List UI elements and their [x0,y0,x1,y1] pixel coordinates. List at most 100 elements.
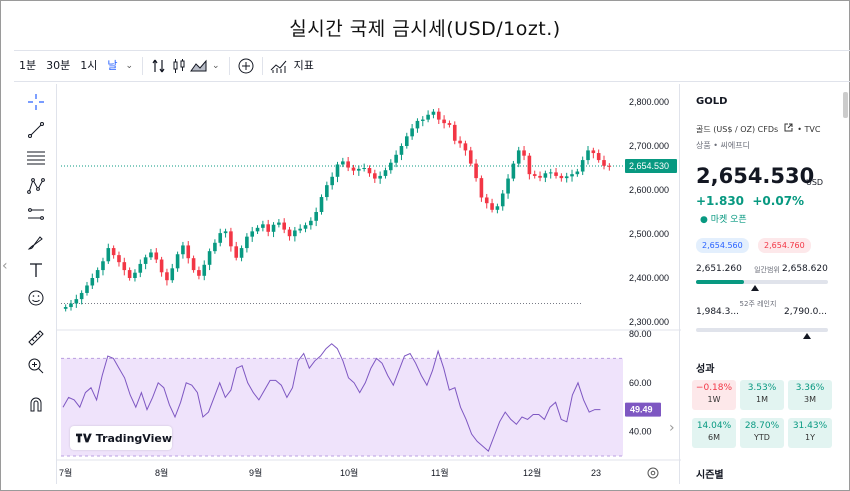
candle [378,175,382,179]
candle [69,303,73,308]
symbol-description-text: 골드 (US$ / OZ) CFDs [696,125,779,134]
price-currency: USD [806,178,824,187]
text-icon[interactable] [22,258,50,282]
candle [543,173,548,178]
candle [239,248,244,258]
rsi-axis-label: 80.00 [629,329,652,339]
emoji-icon[interactable] [22,286,50,310]
price-chart[interactable]: 2,800.000 2,700.000 2,600.000 2,500.000 2,40… [57,84,681,484]
perf-ytd[interactable]: 28.70% YTD [740,418,784,448]
candle [266,224,271,232]
indicators-icon[interactable] [269,54,289,78]
tradingview-watermark: TradingView [95,431,172,445]
symbol-exchange[interactable]: TVC [804,125,821,134]
settings-icon[interactable] [647,467,659,479]
perf-value: 31.43% [792,421,828,431]
pattern-icon[interactable] [22,174,50,198]
candle [362,168,366,169]
candle [463,143,468,151]
candle [431,111,436,115]
compare-icon[interactable] [149,54,169,78]
candle [122,262,127,271]
candle [106,248,111,262]
candle [484,197,489,204]
seasonals-title: 시즌별 [696,470,724,481]
add-icon[interactable] [236,54,256,78]
interval-dropdown-icon[interactable]: ⌄ [125,61,134,71]
chart-type-dropdown-icon[interactable]: ⌄ [212,61,220,71]
time-axis-label: 11월 [431,467,449,478]
perf-1w[interactable]: −0.18% 1W [692,380,736,410]
perf-3m[interactable]: 3.36% 3M [788,380,832,410]
toolbar-divider [228,57,230,75]
candle [522,150,526,156]
left-chevron-icon[interactable]: ‹ [2,258,8,274]
interval-30m[interactable]: 30분 [46,59,71,72]
right-chevron-icon[interactable]: › [669,420,675,436]
candle [143,257,148,264]
perf-label: 3M [804,395,816,404]
rsi-axis-label: 40.00 [629,427,652,437]
perf-value: 28.70% [744,421,780,431]
drawing-toolbar [22,86,50,426]
candle [250,231,255,237]
ruler-icon[interactable] [22,326,50,350]
time-axis-label: 9월 [249,467,262,478]
crosshair-icon[interactable] [22,90,50,114]
candle [548,172,553,174]
candle [218,233,223,243]
candle [202,264,207,276]
market-status: ● 마켓 오픈 [700,215,747,225]
perf-1m[interactable]: 3.53% 1M [740,380,784,410]
day-range-marker-icon [751,285,759,291]
candle [207,251,212,265]
symbol-category: 상품 • 씨에프디 [696,141,750,150]
tradingview-logo-icon [76,433,92,443]
settings-icon-center [650,470,656,476]
perf-label: 1W [707,395,721,404]
candle [245,236,249,249]
candle [186,245,191,259]
perf-1y[interactable]: 31.43% 1Y [788,418,832,448]
interval-1m[interactable]: 1분 [19,59,37,72]
perf-value: −0.18% [695,383,733,393]
trend-line-icon[interactable] [22,118,50,142]
candle [165,272,169,281]
interval-1d[interactable]: 날 [107,59,118,72]
perf-label: 1M [756,395,768,404]
panel-scrollbar[interactable] [843,92,848,118]
interval-1h[interactable]: 1시 [80,59,98,72]
candle [490,203,494,210]
chart-toolbar: 1분 30분 1시 날 ⌄ ⌄ 지표 [14,50,850,82]
candle [325,185,329,198]
candle [426,114,430,120]
indicators-button[interactable]: 지표 [293,59,314,72]
candle [293,230,297,237]
candle [575,171,580,175]
perf-6m[interactable]: 14.04% 6M [692,418,736,448]
time-axis-label: 12월 [523,467,541,478]
candle [90,278,95,286]
fib-icon[interactable] [22,146,50,170]
candle [133,272,137,278]
perf-value: 14.04% [696,421,732,431]
projection-icon[interactable] [22,202,50,226]
price-axis-label: 2,800.000 [629,97,669,107]
candle [346,161,350,168]
time-axis-label: 10월 [340,467,358,478]
price-axis-label: 2,400.000 [629,273,669,283]
candle [149,252,153,258]
candle [111,248,116,256]
zoom-icon[interactable] [22,354,50,378]
candle [468,150,473,164]
external-link-icon[interactable] [784,123,793,132]
perf-value: 3.36% [795,383,825,393]
chart-area[interactable]: 2,800.000 2,700.000 2,600.000 2,500.000 2,40… [56,84,681,484]
candle [389,162,393,171]
candle [85,285,89,293]
candle [229,231,233,247]
area-icon[interactable] [189,54,209,78]
magnet-icon[interactable] [22,392,50,416]
candles-icon[interactable] [169,54,189,78]
brush-icon[interactable] [22,230,50,254]
